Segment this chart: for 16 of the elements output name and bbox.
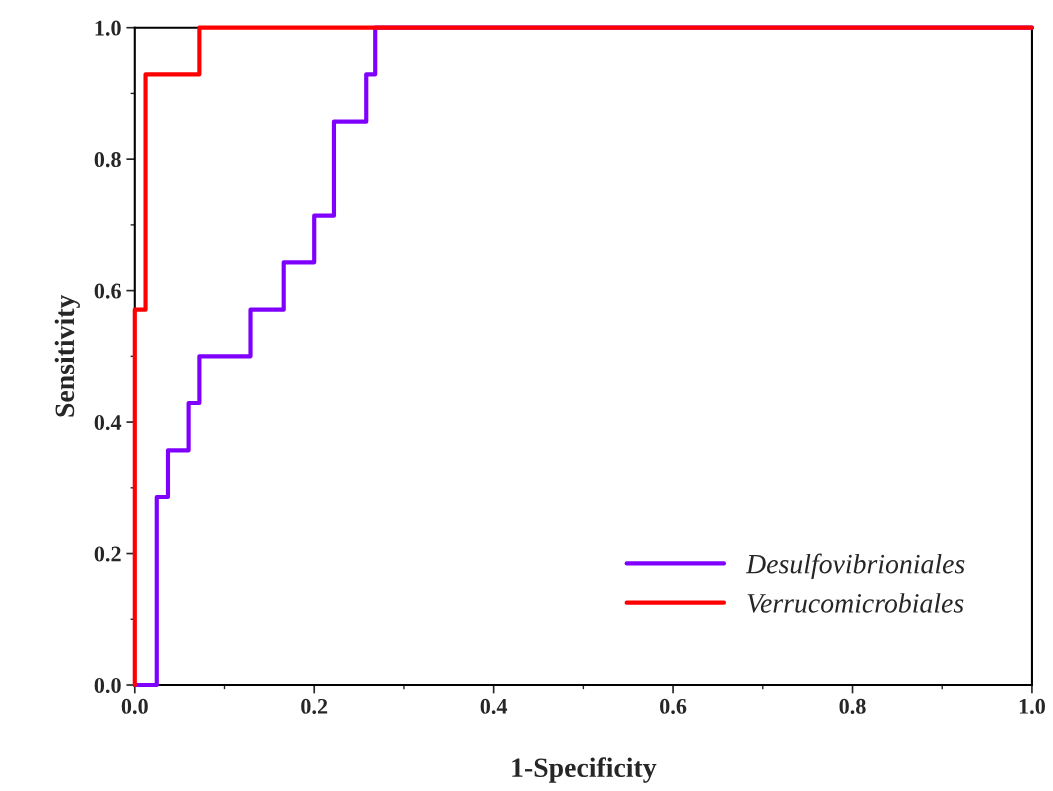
x-tick-label: 0.4	[480, 698, 508, 714]
x-tick-label: 0.8	[839, 698, 866, 714]
y-tick-label: 0.8	[94, 152, 121, 168]
y-axis-title: Sensitivity	[54, 294, 80, 417]
legend-label: Desulfovibrioniales	[745, 553, 965, 580]
x-tick-label: 0.0	[121, 698, 148, 714]
legend-label: Verrucomicrobiales	[747, 593, 964, 613]
y-tick-label: 0.0	[94, 677, 121, 694]
y-tick-label: 0.2	[94, 546, 121, 562]
x-tick-label: 0.6	[660, 698, 687, 714]
y-tick-label: 0.6	[94, 283, 121, 299]
y-tick-label: 0.4	[94, 415, 122, 431]
x-axis-title: 1-Specificity	[512, 757, 657, 783]
y-tick-label: 1.0	[95, 20, 121, 36]
x-tick-label: 1.0	[1019, 698, 1045, 714]
x-tick-label: 0.2	[301, 698, 328, 714]
